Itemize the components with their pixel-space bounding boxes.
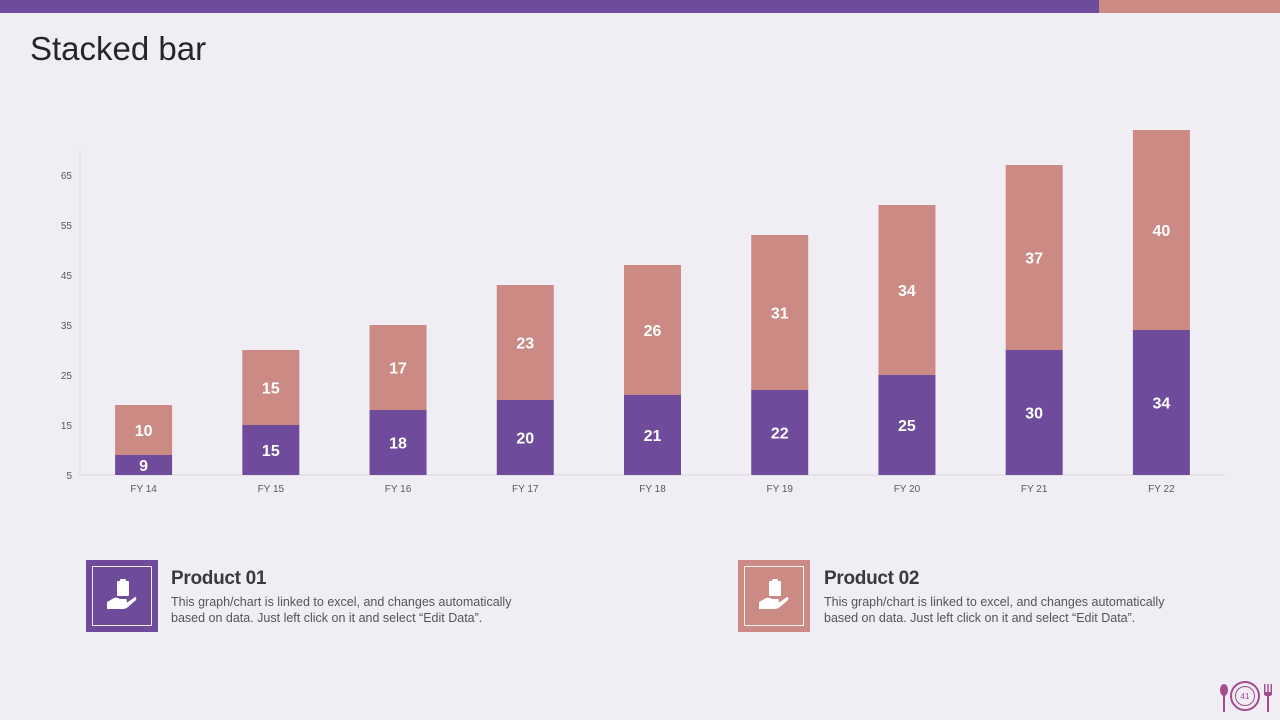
bar-segment-product01 [115, 455, 173, 475]
legend-swatch-product02 [738, 560, 810, 632]
bar-segment-product02 [751, 235, 809, 390]
data-label: 23 [516, 336, 534, 353]
x-tick-label: FY 17 [512, 484, 539, 495]
top-accent-bar-secondary [1099, 0, 1280, 13]
fork-icon [1264, 684, 1272, 712]
bar-segment-product02 [369, 325, 427, 410]
top-accent-bar [0, 0, 1099, 13]
bar-segment-product01 [751, 390, 809, 475]
page-title: Stacked bar [30, 30, 207, 67]
bar-segment-product02 [878, 205, 936, 375]
bar-segment-product02 [1132, 130, 1190, 330]
bar-segment-product01 [1005, 350, 1063, 475]
page-number: 41 [1235, 686, 1255, 706]
bar-segment-product02 [1005, 165, 1063, 350]
x-tick-label: FY 15 [258, 484, 285, 495]
data-label: 21 [644, 428, 662, 445]
y-tick-label: 5 [66, 471, 72, 482]
data-label: 37 [1025, 251, 1043, 268]
legend-title-product02: Product 02 [824, 568, 920, 589]
y-tick-label: 65 [61, 171, 73, 182]
bar-segment-product01 [242, 425, 300, 475]
bar-segment-product01 [878, 375, 936, 475]
y-tick-label: 45 [61, 271, 73, 282]
data-label: 22 [771, 426, 789, 443]
y-tick-label: 15 [61, 421, 73, 432]
hand-clipboard-icon [107, 579, 137, 609]
y-tick-label: 25 [61, 371, 73, 382]
hand-clipboard-icon [759, 579, 789, 609]
y-tick-label: 35 [61, 321, 73, 332]
x-tick-label: FY 16 [385, 484, 412, 495]
x-tick-label: FY 14 [130, 484, 157, 495]
spoon-icon [1220, 684, 1228, 712]
data-label: 26 [644, 323, 662, 340]
legend-swatch-product01 [86, 560, 158, 632]
x-tick-label: FY 18 [639, 484, 666, 495]
y-tick-label: 55 [61, 221, 73, 232]
data-label: 31 [771, 306, 789, 323]
legend-title-product01: Product 01 [171, 568, 267, 589]
bar-segment-product02 [624, 265, 681, 395]
bar-segment-product01 [369, 410, 427, 475]
data-label: 34 [1152, 396, 1170, 413]
bar-segment-product02 [496, 285, 554, 400]
data-label: 10 [135, 423, 153, 440]
data-label: 20 [516, 431, 534, 448]
legend-text-product01: This graph/chart is linked to excel, and… [171, 595, 512, 625]
x-tick-label: FY 21 [1021, 484, 1048, 495]
data-label: 15 [262, 381, 280, 398]
data-label: 30 [1025, 406, 1043, 423]
x-tick-label: FY 19 [766, 484, 793, 495]
bar-segment-product02 [242, 350, 300, 425]
x-tick-label: FY 20 [894, 484, 921, 495]
data-label: 9 [139, 458, 148, 475]
x-tick-label: FY 22 [1148, 484, 1175, 495]
bar-segment-product02 [115, 405, 173, 455]
data-label: 17 [389, 361, 407, 378]
bar-segment-product01 [496, 400, 554, 475]
data-label: 18 [389, 436, 407, 453]
data-label: 15 [262, 443, 280, 460]
page-number-badge: 41 [1230, 681, 1260, 711]
bar-segment-product01 [1132, 330, 1190, 475]
data-label: 25 [898, 418, 916, 435]
data-label: 34 [898, 283, 916, 300]
bar-segment-product01 [624, 395, 681, 475]
legend-text-product02: This graph/chart is linked to excel, and… [824, 595, 1165, 625]
data-label: 40 [1152, 223, 1170, 240]
